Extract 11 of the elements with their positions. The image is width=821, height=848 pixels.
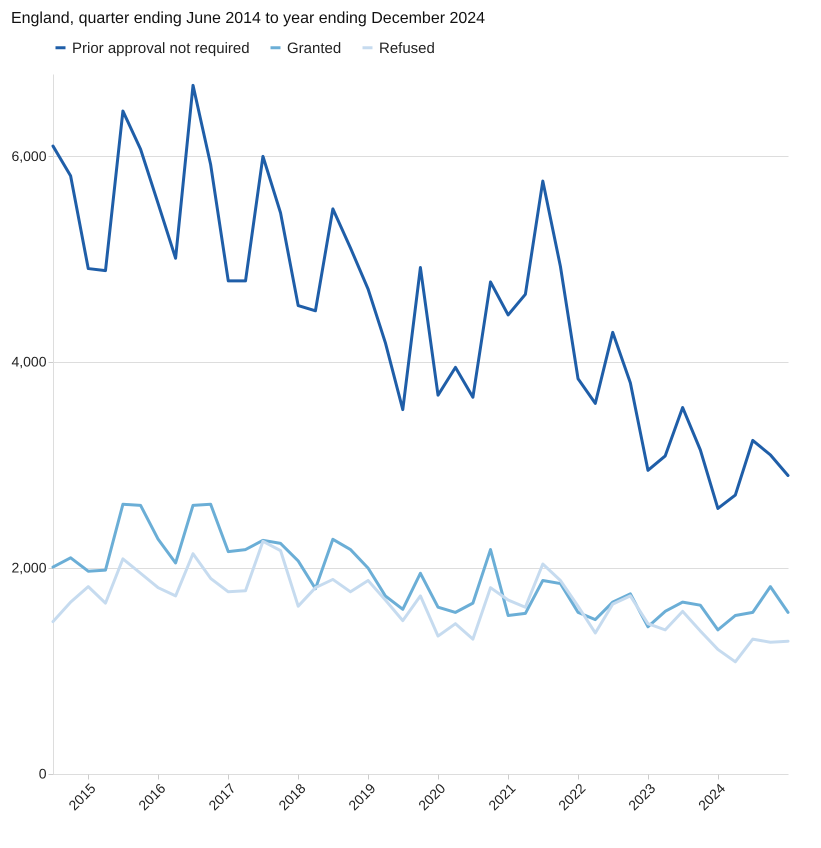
line-series bbox=[52, 540, 790, 664]
line-series bbox=[52, 84, 790, 510]
line-series bbox=[52, 502, 790, 632]
legend-label: Granted bbox=[287, 40, 342, 57]
chart-title: England, quarter ending June 2014 to year ending December 2024 bbox=[10, 10, 486, 27]
y-tick-label: 0 bbox=[38, 766, 47, 782]
y-tick-label: 6,000 bbox=[11, 148, 47, 164]
y-tick-label: 4,000 bbox=[11, 354, 47, 370]
legend-label: Prior approval not required bbox=[72, 40, 250, 57]
legend-label: Refused bbox=[379, 40, 435, 57]
y-tick-label: 2,000 bbox=[11, 560, 47, 576]
